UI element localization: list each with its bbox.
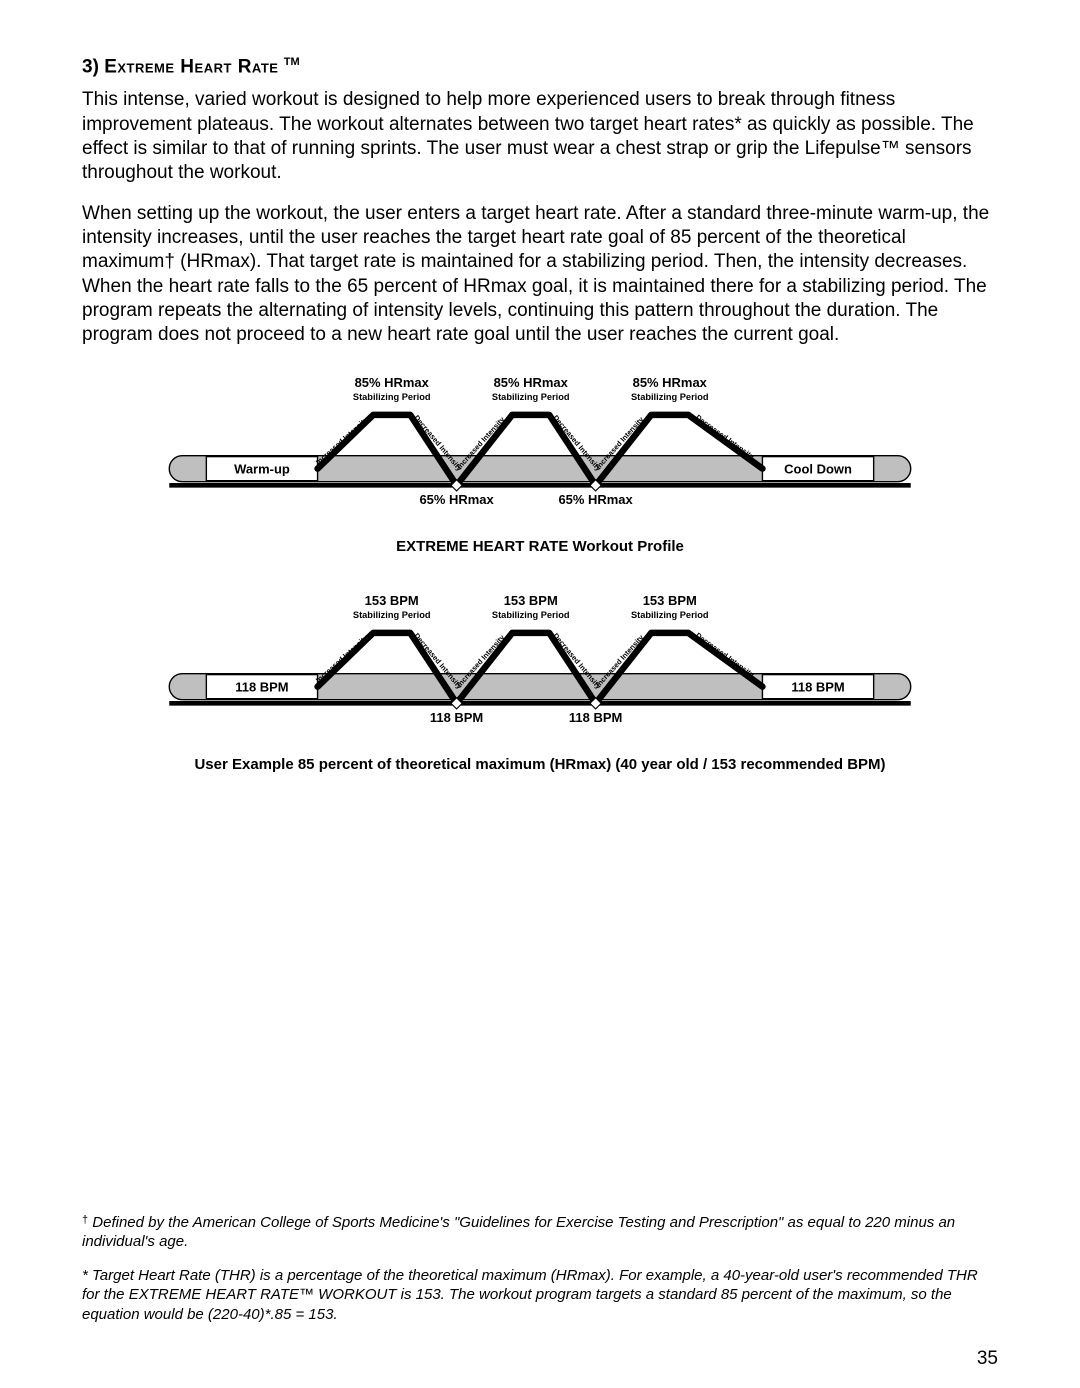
svg-text:Stabilizing Period: Stabilizing Period: [492, 393, 570, 403]
svg-text:Stabilizing Period: Stabilizing Period: [631, 393, 709, 403]
low-label-2: 65% HRmax: [558, 492, 633, 507]
svg-text:85% HRmax: 85% HRmax: [355, 376, 430, 391]
svg-text:85% HRmax: 85% HRmax: [494, 376, 569, 391]
svg-text:Stabilizing Period: Stabilizing Period: [353, 610, 431, 620]
svg-text:Stabilizing Period: Stabilizing Period: [353, 393, 431, 403]
warmup-label: Warm-up: [234, 462, 290, 477]
heading-title: Extreme Heart Rate: [104, 56, 278, 77]
heading-number: 3): [82, 56, 99, 77]
svg-text:85% HRmax: 85% HRmax: [633, 376, 708, 391]
footnote-dagger: † Defined by the American College of Spo…: [82, 1213, 998, 1252]
section-heading: 3) Extreme Heart Rate TM: [82, 56, 998, 78]
left-end-label: 118 BPM: [235, 680, 288, 695]
right-end-label: 118 BPM: [791, 680, 844, 695]
diagram-2: 118 BPM 118 BPM 153 BPM Stabilizing Peri…: [82, 581, 998, 773]
svg-text:153 BPM: 153 BPM: [504, 593, 558, 608]
low-label-4: 118 BPM: [569, 710, 622, 725]
footnote-star: * Target Heart Rate (THR) is a percentag…: [82, 1266, 998, 1325]
heading-tm: TM: [284, 56, 300, 68]
diagram2-caption: User Example 85 percent of theoretical m…: [82, 756, 998, 773]
page-number: 35: [977, 1348, 998, 1370]
diagram-1: Warm-up Cool Down 85% HRmax Stabilizing …: [82, 363, 998, 555]
low-label-3: 118 BPM: [430, 710, 483, 725]
svg-text:Stabilizing Period: Stabilizing Period: [631, 610, 709, 620]
peak-labels: 85% HRmax Stabilizing Period 85% HRmax S…: [353, 376, 709, 403]
user-example-profile-svg: 118 BPM 118 BPM 153 BPM Stabilizing Peri…: [160, 581, 920, 748]
extreme-heartrate-profile-svg: Warm-up Cool Down 85% HRmax Stabilizing …: [160, 363, 920, 530]
footnotes: † Defined by the American College of Spo…: [82, 1213, 998, 1339]
svg-text:Stabilizing Period: Stabilizing Period: [492, 610, 570, 620]
svg-text:153 BPM: 153 BPM: [643, 593, 697, 608]
paragraph-1: This intense, varied workout is designed…: [82, 88, 998, 185]
svg-text:153 BPM: 153 BPM: [365, 593, 419, 608]
cooldown-label: Cool Down: [784, 462, 852, 477]
peak-labels-2: 153 BPM Stabilizing Period 153 BPM Stabi…: [353, 593, 709, 620]
low-label-1: 65% HRmax: [419, 492, 494, 507]
paragraph-2: When setting up the workout, the user en…: [82, 202, 998, 348]
diagram1-caption: EXTREME HEART RATE Workout Profile: [82, 538, 998, 555]
svg-text:Decreased Intensity: Decreased Intensity: [694, 413, 757, 462]
svg-text:Decreased Intensity: Decreased Intensity: [694, 631, 757, 680]
